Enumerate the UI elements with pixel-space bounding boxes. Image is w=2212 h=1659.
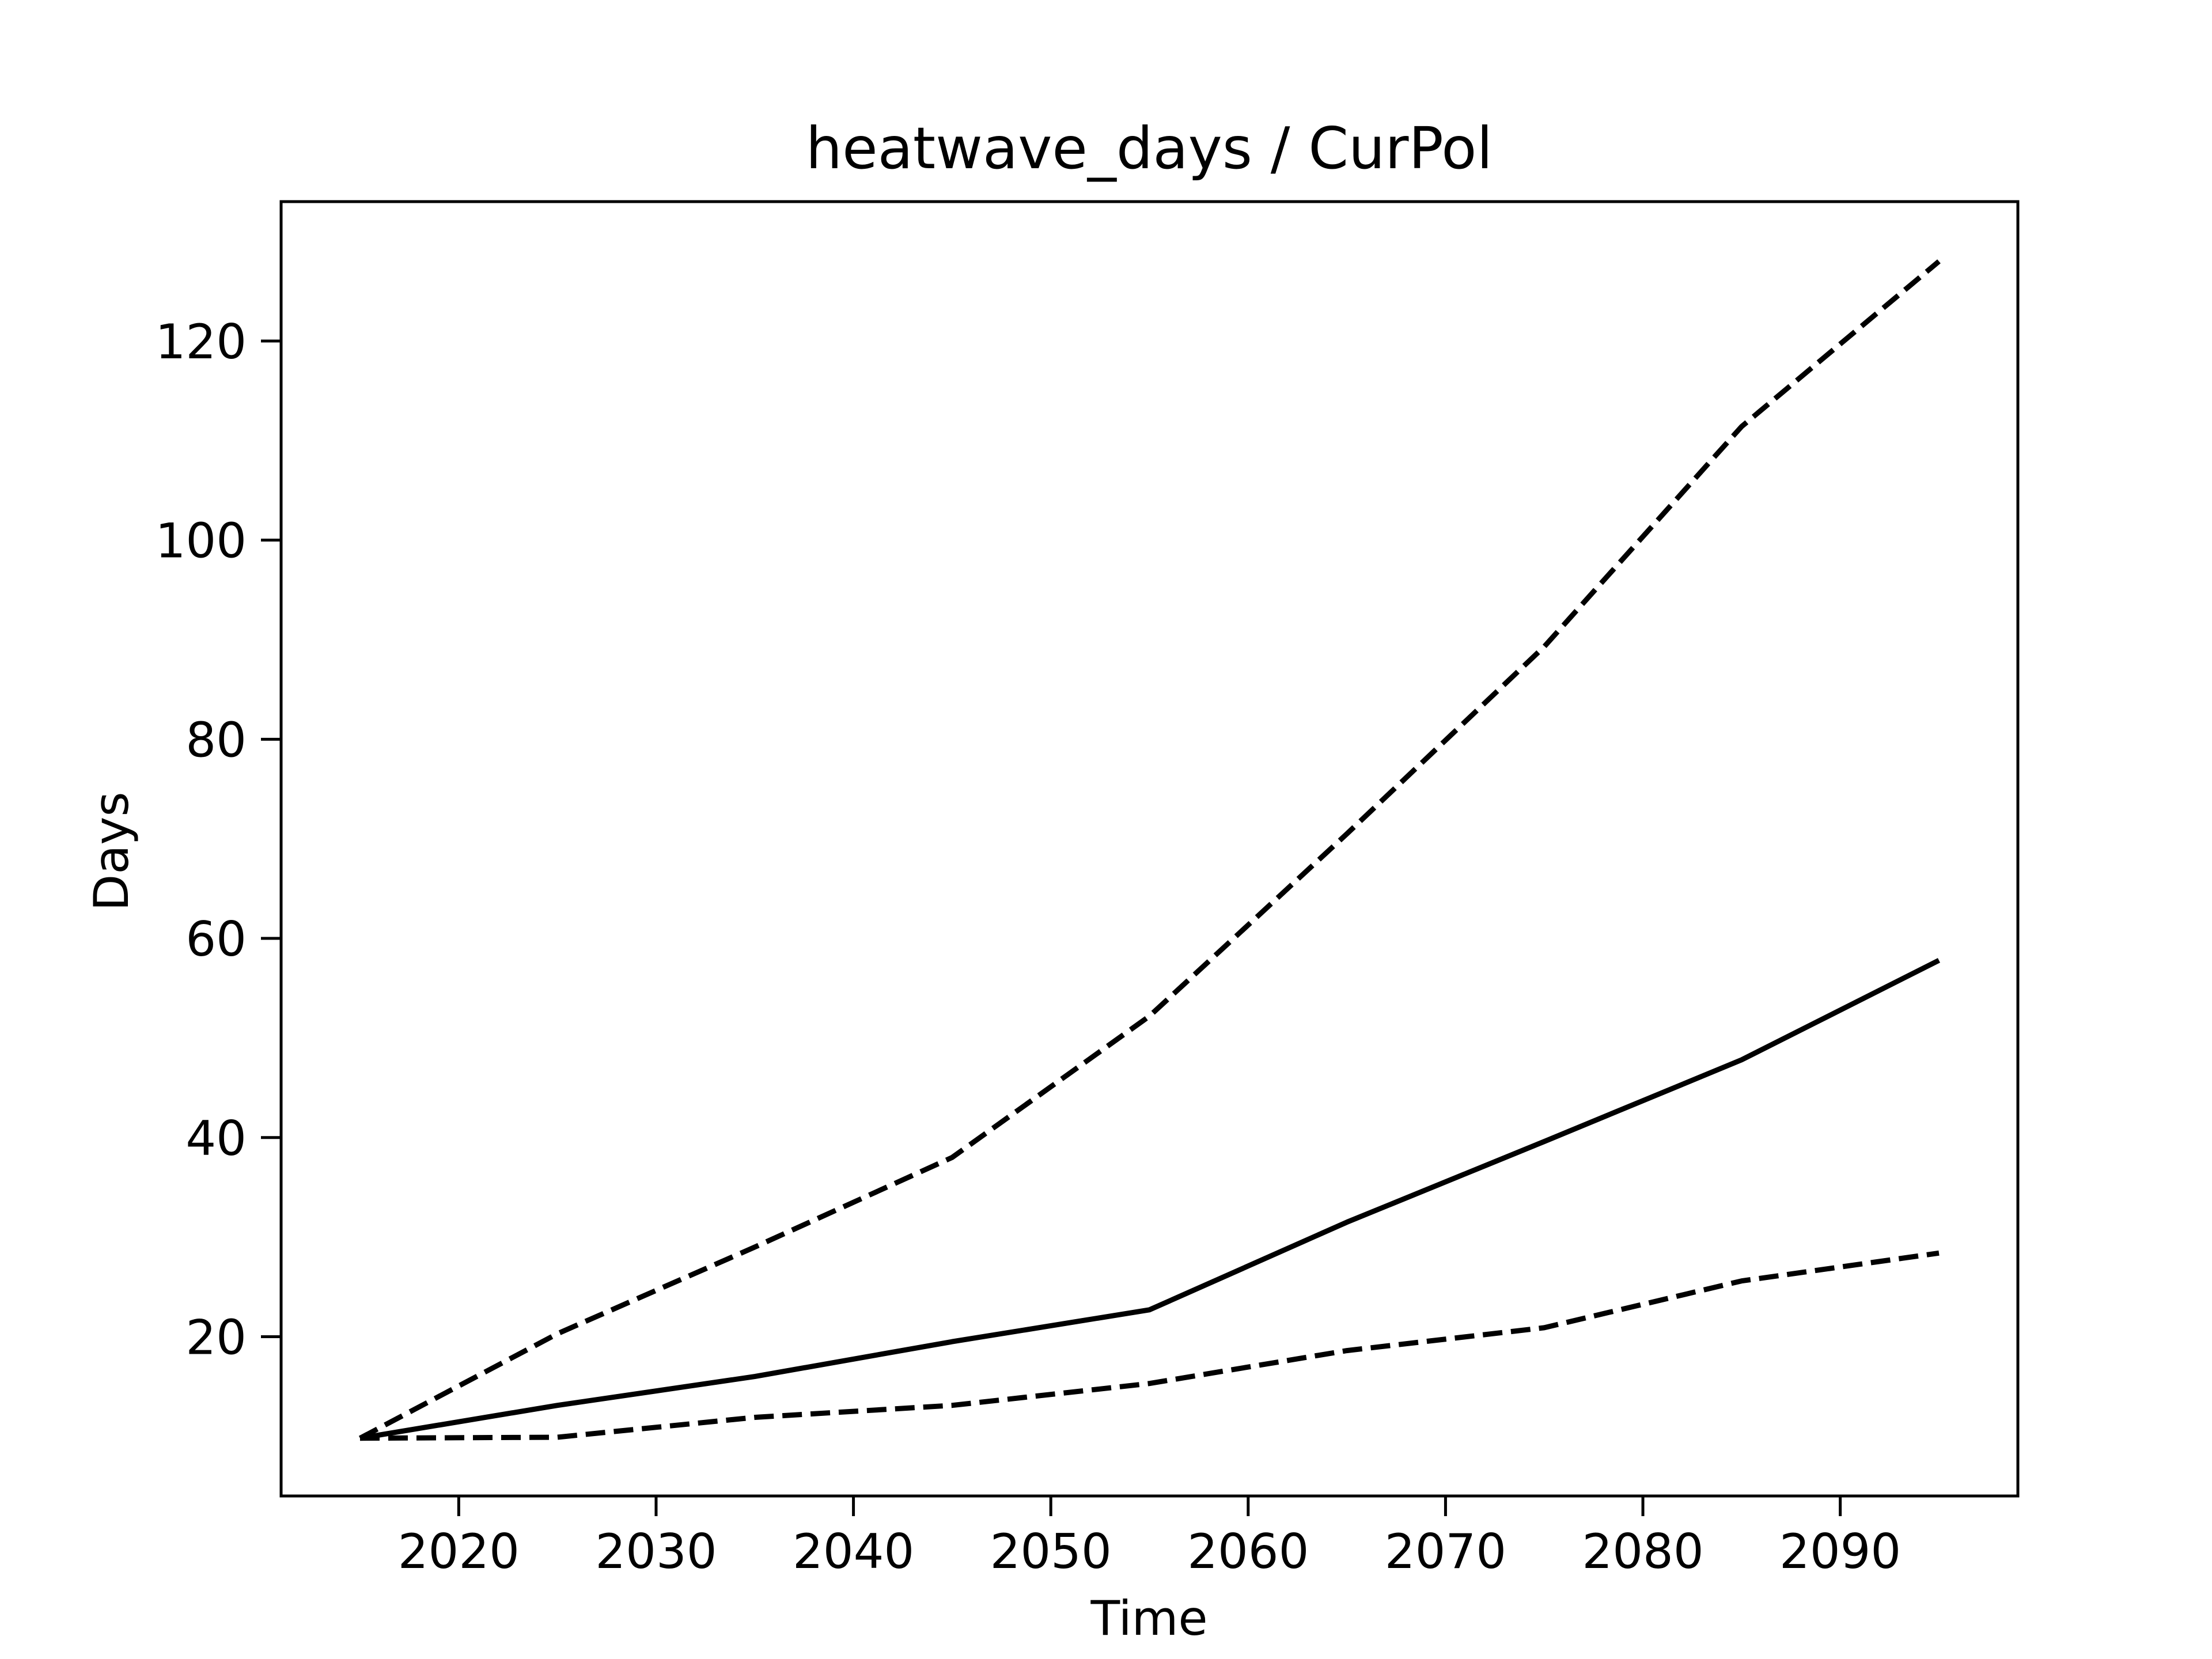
x-tick-label: 2020 xyxy=(398,1524,520,1580)
x-axis-ticks: 2020 2030 2040 2050 2060 2070 2080 2090 xyxy=(398,1496,1901,1580)
y-axis-label: Days xyxy=(84,791,139,911)
x-tick-label: 2030 xyxy=(595,1524,717,1580)
chart-title: heatwave_days / CurPol xyxy=(806,115,1493,182)
y-tick-label: 60 xyxy=(185,911,247,967)
y-tick-label: 100 xyxy=(156,513,247,569)
series-line-1-dashed xyxy=(358,259,1941,1441)
x-axis-label: Time xyxy=(1090,1590,1207,1646)
series-line-2-solid xyxy=(359,958,1941,1441)
x-tick-label: 2090 xyxy=(1779,1524,1901,1580)
series-layer xyxy=(358,259,1941,1441)
x-tick-label: 2040 xyxy=(793,1524,914,1580)
y-tick-label: 120 xyxy=(156,314,247,370)
y-tick-label: 80 xyxy=(185,712,247,768)
x-tick-label: 2060 xyxy=(1187,1524,1309,1580)
plot-frame xyxy=(279,200,2020,1498)
y-tick-label: 20 xyxy=(185,1309,247,1365)
x-tick-label: 2080 xyxy=(1582,1524,1703,1580)
x-tick-label: 2050 xyxy=(990,1524,1112,1580)
x-tick-label: 2070 xyxy=(1385,1524,1506,1580)
series-line-3-dashed xyxy=(359,1250,1940,1441)
y-axis-ticks: 20 40 60 80 100 120 xyxy=(156,314,281,1365)
y-tick-label: 40 xyxy=(185,1111,247,1166)
